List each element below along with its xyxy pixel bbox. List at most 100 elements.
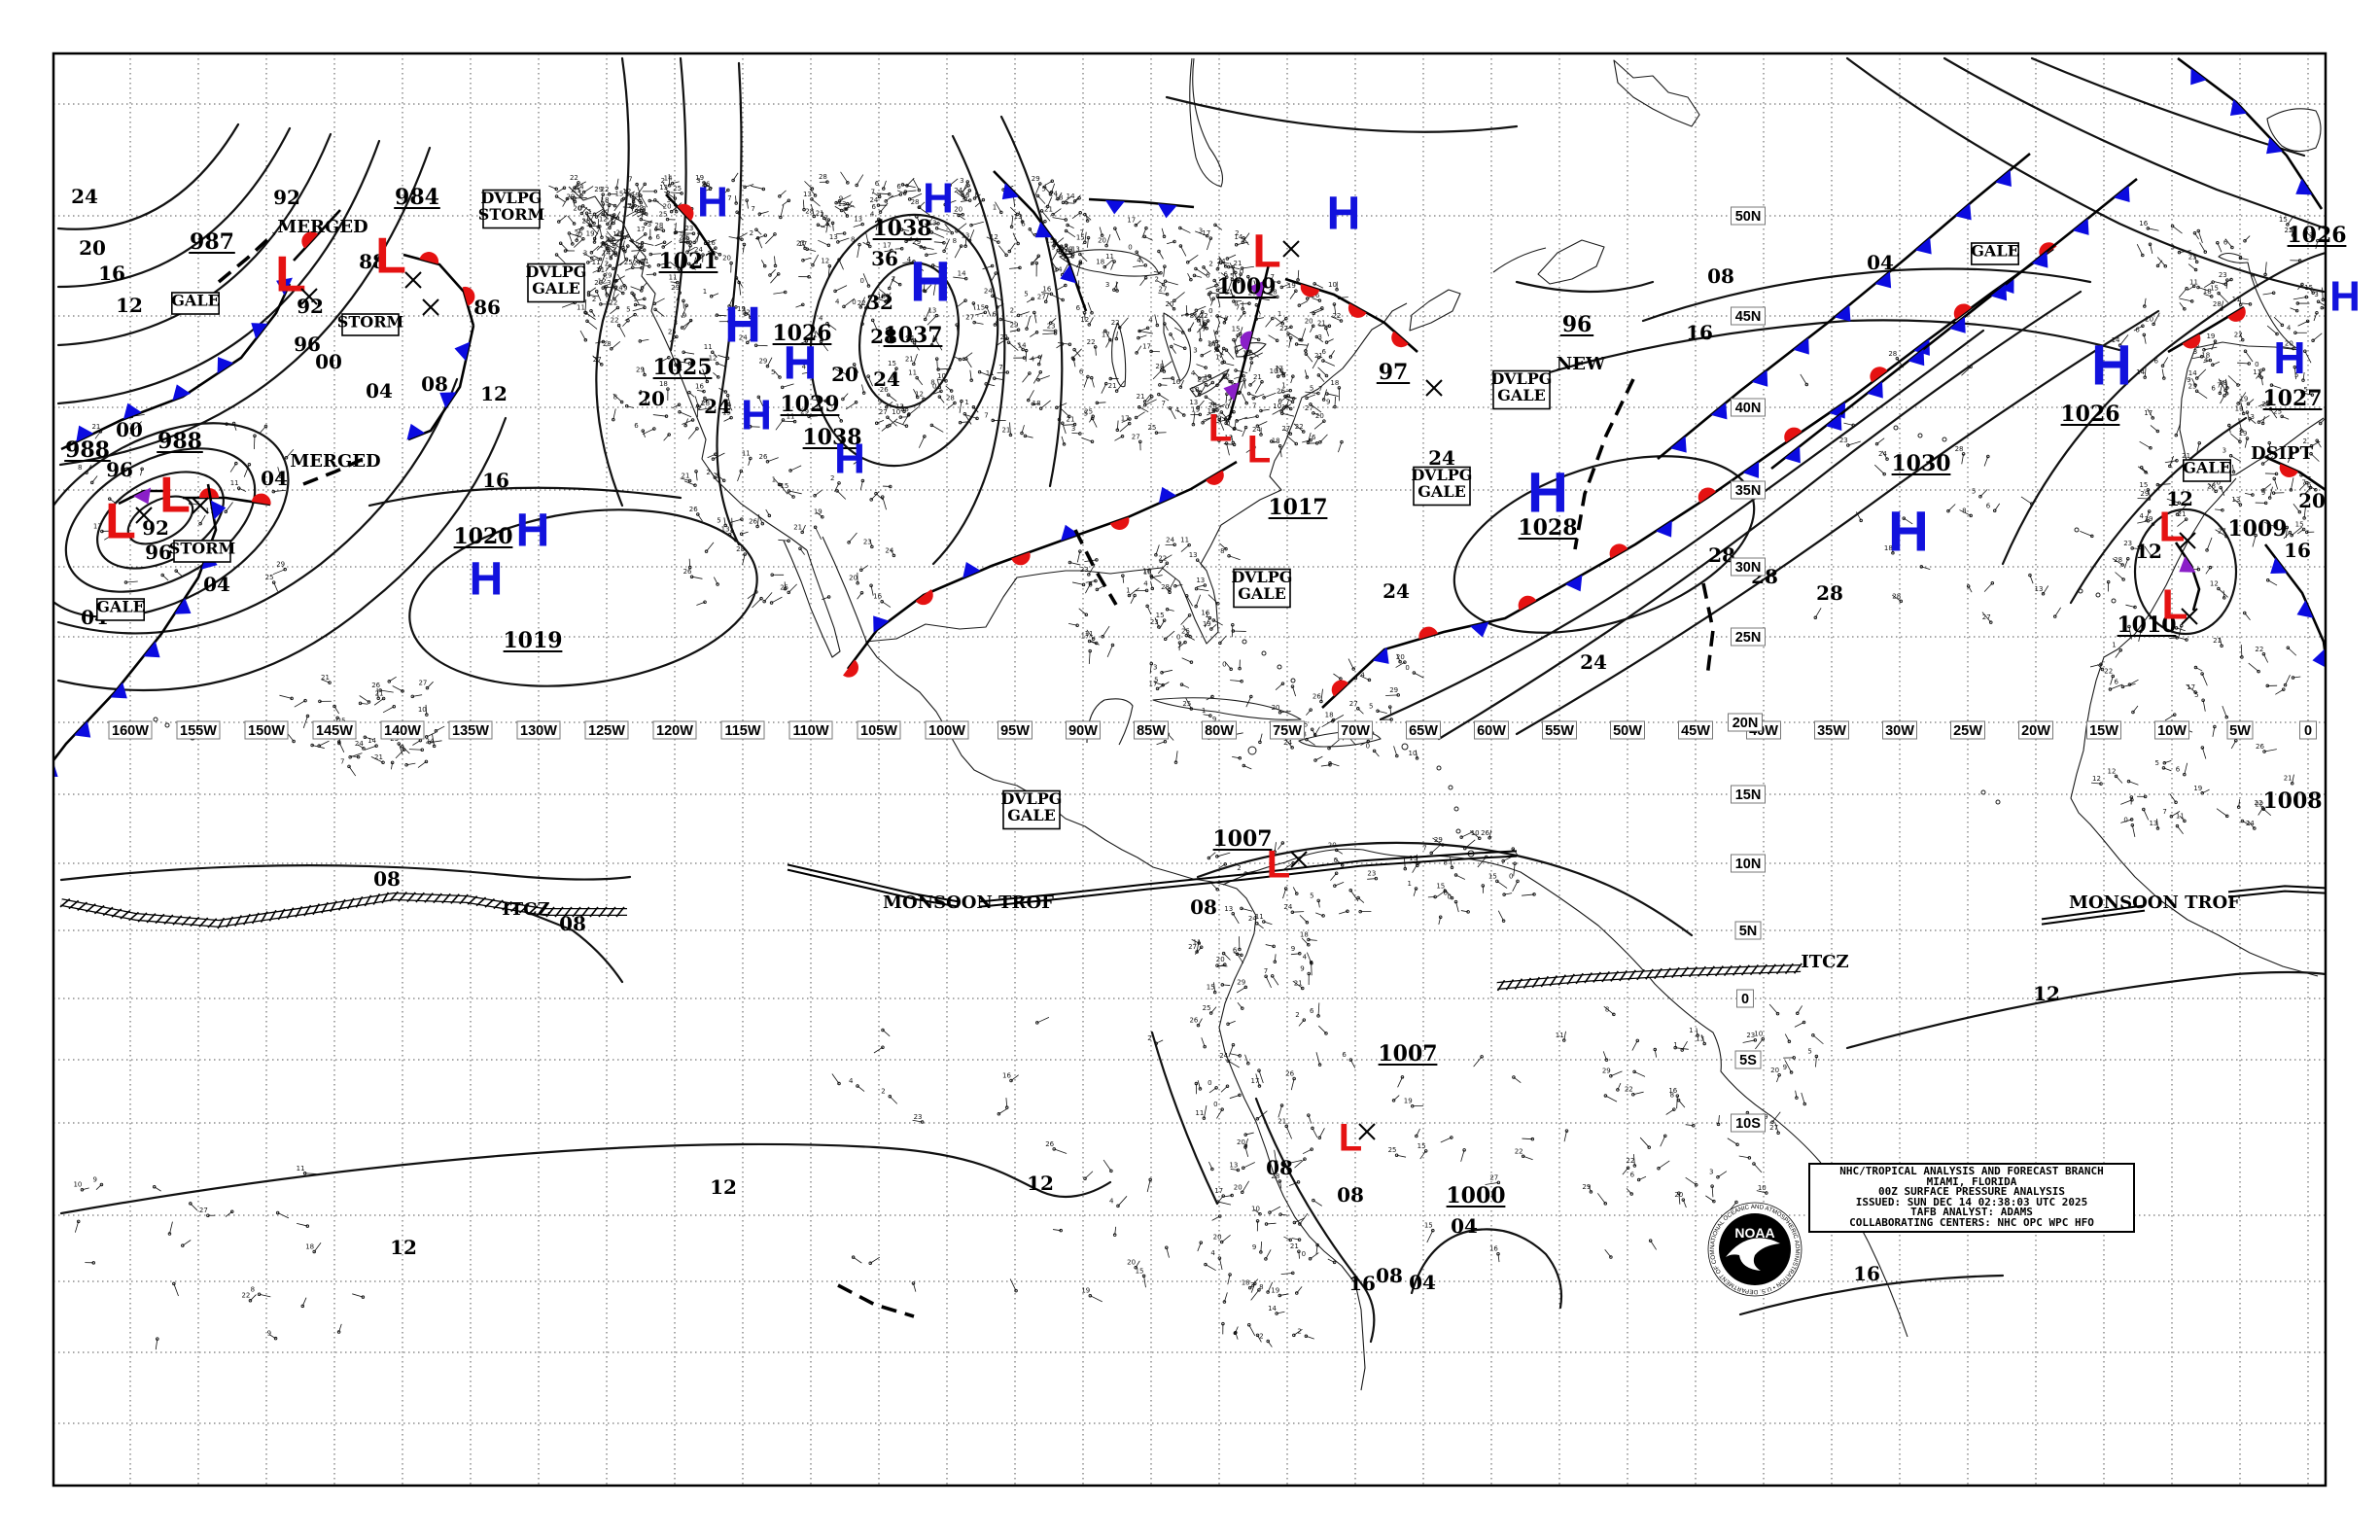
wind-barb bbox=[732, 172, 739, 181]
wind-barb bbox=[614, 275, 625, 282]
wind-barb bbox=[1088, 650, 1091, 664]
station-circle bbox=[912, 341, 917, 345]
wind-barb bbox=[1076, 261, 1081, 268]
cold-front-marker bbox=[217, 357, 234, 374]
wind-barb bbox=[2043, 585, 2049, 595]
isobar bbox=[931, 134, 1006, 566]
island bbox=[1401, 743, 1409, 751]
station-value: 3 bbox=[648, 221, 651, 228]
wind-barb bbox=[760, 260, 766, 266]
station-value: 15 bbox=[1207, 984, 1215, 992]
wind-barb bbox=[596, 243, 604, 251]
wind-barb bbox=[896, 190, 905, 194]
wind-barb bbox=[1328, 739, 1340, 749]
wind-barb bbox=[2244, 438, 2248, 448]
wind-barb bbox=[1066, 230, 1076, 238]
wind-barb bbox=[1011, 215, 1014, 228]
wind-barb bbox=[1164, 323, 1169, 332]
station-value: 18 bbox=[1330, 379, 1339, 387]
wind-barb bbox=[1632, 1091, 1644, 1096]
wind-barb bbox=[1139, 277, 1146, 286]
wind-barb bbox=[1312, 1200, 1322, 1207]
wind-barb bbox=[1169, 578, 1176, 590]
isobar-label: 00 bbox=[116, 418, 143, 441]
wind-barb bbox=[2020, 496, 2032, 505]
wind-barb bbox=[558, 215, 568, 223]
wind-barb bbox=[780, 204, 785, 218]
station-value: 24 bbox=[869, 196, 878, 204]
wind-barb bbox=[1302, 1148, 1312, 1155]
station-value: 14 bbox=[1067, 192, 1075, 200]
wind-barb bbox=[1497, 910, 1504, 922]
wind-barb bbox=[1187, 254, 1199, 263]
wind-barb bbox=[1242, 1162, 1255, 1169]
wind-barb bbox=[1196, 364, 1207, 368]
isobar-label: 08 bbox=[421, 372, 448, 396]
station-value: 24 bbox=[1878, 450, 1887, 458]
wind-barb bbox=[579, 330, 586, 340]
wind-barb bbox=[155, 1339, 158, 1350]
wind-barb bbox=[175, 570, 184, 578]
cold-front-marker bbox=[1793, 337, 1809, 355]
wind-barb bbox=[613, 199, 623, 212]
wind-barb bbox=[2313, 312, 2318, 322]
wind-barb bbox=[974, 199, 984, 207]
isobar-label: 04 bbox=[1409, 1271, 1436, 1294]
wind-barb bbox=[696, 232, 700, 243]
station-circle bbox=[997, 240, 1000, 244]
wind-barb bbox=[888, 394, 897, 402]
station-value: 15 bbox=[1424, 1222, 1433, 1230]
wind-barb bbox=[926, 253, 937, 256]
wind-barb bbox=[769, 268, 776, 276]
wind-barb bbox=[774, 256, 776, 266]
wind-barb bbox=[1306, 353, 1313, 363]
wind-barb bbox=[1330, 872, 1337, 881]
station-circle bbox=[1045, 204, 1050, 209]
station-value: 7 bbox=[628, 176, 632, 184]
wind-barb bbox=[1042, 332, 1056, 335]
station-circle bbox=[915, 215, 919, 219]
station-circle bbox=[2141, 253, 2145, 258]
wind-barb bbox=[1248, 1324, 1256, 1336]
wind-barb bbox=[1315, 912, 1324, 917]
wind-barb bbox=[688, 263, 696, 270]
station-circle bbox=[690, 418, 695, 422]
station-circle bbox=[787, 198, 791, 202]
wind-barb bbox=[969, 369, 972, 381]
wind-barb bbox=[1146, 1179, 1151, 1193]
longitude-label: 145W bbox=[312, 720, 357, 740]
wind-barb bbox=[1318, 1025, 1327, 1034]
station-value: 18 bbox=[1143, 569, 1152, 577]
station-value: 13 bbox=[829, 233, 838, 241]
wind-barb bbox=[1051, 250, 1059, 262]
wind-barb bbox=[2263, 749, 2277, 752]
wind-barb bbox=[1067, 225, 1074, 228]
station-value: 7 bbox=[1422, 844, 1426, 852]
low-pressure-center: L bbox=[2159, 504, 2186, 551]
wind-barb bbox=[670, 192, 682, 194]
wind-barb bbox=[1292, 887, 1298, 894]
pressure-value-label: 97 bbox=[1379, 360, 1409, 385]
wind-barb bbox=[1201, 384, 1207, 393]
wind-barb bbox=[2220, 395, 2225, 404]
station-value: 26 bbox=[683, 568, 692, 576]
station-value: 3 bbox=[696, 177, 700, 185]
cold-front-marker bbox=[2031, 251, 2048, 268]
longitude-label-text: 105W bbox=[860, 723, 897, 739]
pressure-value-label: 1009 bbox=[1216, 274, 1276, 299]
station-value: 6 bbox=[1076, 304, 1081, 312]
wind-barb bbox=[995, 317, 998, 326]
high-pressure-center: H bbox=[923, 175, 954, 223]
wind-barb bbox=[853, 1256, 862, 1264]
wind-barb bbox=[801, 371, 811, 374]
wind-barb bbox=[2132, 705, 2139, 713]
hazard-box-text: STORM bbox=[337, 313, 403, 332]
longitude-label-text: 0 bbox=[2304, 723, 2312, 739]
wind-barb bbox=[913, 389, 919, 398]
cold-front-triangle bbox=[1784, 446, 1801, 464]
wind-barb bbox=[872, 192, 880, 197]
wind-barb bbox=[1198, 400, 1205, 408]
station-circle bbox=[855, 183, 858, 188]
wind-barb bbox=[2273, 316, 2283, 326]
wind-barb bbox=[2184, 762, 2188, 775]
